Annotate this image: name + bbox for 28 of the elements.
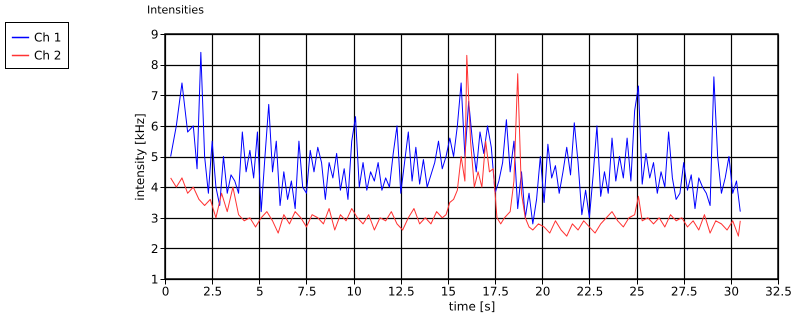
x-tick-label: 30 xyxy=(724,284,739,298)
y-tick-label: 4 xyxy=(150,180,158,195)
x-axis-title: time [s] xyxy=(448,300,496,314)
y-tick-label: 9 xyxy=(150,28,158,42)
y-tick-label: 8 xyxy=(150,58,158,72)
x-tick-label: 10 xyxy=(346,284,362,298)
y-tick-label: 1 xyxy=(150,272,158,286)
y-tick-label: 5 xyxy=(150,150,158,164)
x-tick-label: 32.5 xyxy=(765,284,792,298)
y-tick-label: 3 xyxy=(150,211,158,226)
x-tick-label: 17.5 xyxy=(482,284,509,298)
x-tick-label: 22.5 xyxy=(576,284,604,298)
legend-label: Ch 2 xyxy=(34,48,62,62)
x-tick-label: 2.5 xyxy=(203,284,222,298)
x-tick-label: 15 xyxy=(440,284,456,298)
x-tick-label: 12.5 xyxy=(388,284,415,298)
x-tick-label: 7.5 xyxy=(297,284,317,298)
y-tick-label: 7 xyxy=(150,88,158,103)
y-tick-label: 6 xyxy=(150,119,158,134)
legend-label: Ch 1 xyxy=(34,30,62,44)
x-tick-label: 25 xyxy=(629,284,645,298)
x-tick-label: 20 xyxy=(535,284,550,298)
y-tick-label: 2 xyxy=(150,242,158,256)
x-tick-label: 27.5 xyxy=(670,284,698,298)
x-tick-label: 0 xyxy=(162,284,170,298)
y-axis-title: intensity [kHz] xyxy=(132,113,147,201)
x-tick-label: 5 xyxy=(256,284,264,298)
chart-title: Intensities xyxy=(147,4,204,16)
